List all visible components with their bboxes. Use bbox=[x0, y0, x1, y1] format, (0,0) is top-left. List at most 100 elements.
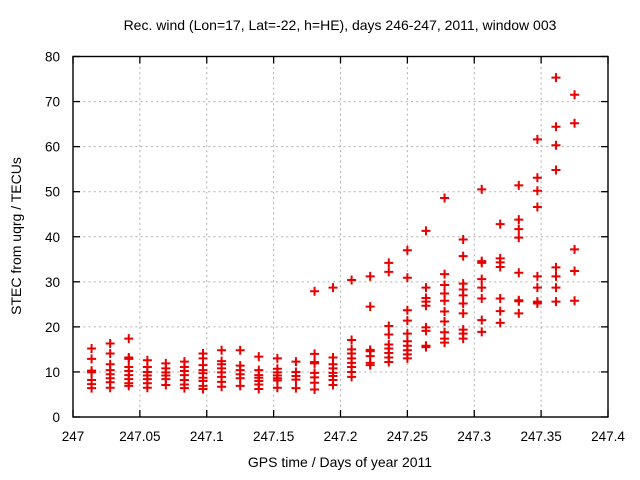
data-point-marker bbox=[87, 344, 97, 354]
data-point-marker bbox=[551, 297, 561, 307]
data-point-marker bbox=[347, 335, 357, 345]
data-point-marker bbox=[477, 184, 487, 194]
data-point-marker bbox=[514, 308, 524, 318]
data-point-marker bbox=[458, 251, 468, 261]
data-point-marker bbox=[272, 383, 282, 393]
data-point-marker bbox=[347, 372, 357, 382]
data-point-marker bbox=[458, 298, 468, 308]
data-point-marker bbox=[532, 298, 542, 308]
data-point-marker bbox=[384, 330, 394, 340]
data-point-marker bbox=[440, 280, 450, 290]
data-point-marker bbox=[514, 296, 524, 306]
data-point-marker bbox=[421, 342, 431, 352]
y-tick-label: 0 bbox=[52, 410, 60, 425]
data-point-marker bbox=[551, 271, 561, 281]
data-point-marker bbox=[551, 262, 561, 272]
data-point-marker bbox=[440, 316, 450, 326]
data-point-marker bbox=[402, 353, 412, 363]
data-point-marker bbox=[161, 380, 171, 390]
data-point-marker bbox=[402, 273, 412, 283]
data-point-marker bbox=[254, 352, 264, 362]
x-axis-title: GPS time / Days of year 2011 bbox=[248, 454, 432, 470]
data-point-marker bbox=[551, 122, 561, 132]
data-point-marker bbox=[514, 233, 524, 243]
data-point-marker bbox=[495, 306, 505, 316]
data-point-marker bbox=[570, 266, 580, 276]
data-point-marker bbox=[384, 321, 394, 331]
x-tick-label: 247 bbox=[62, 429, 85, 444]
x-tick-label: 247.05 bbox=[119, 429, 160, 444]
data-point-marker bbox=[235, 373, 245, 383]
y-tick-label: 10 bbox=[45, 365, 60, 380]
data-point-marker bbox=[458, 308, 468, 318]
data-point-marker bbox=[477, 274, 487, 284]
y-tick-label: 30 bbox=[45, 275, 60, 290]
data-point-marker bbox=[235, 345, 245, 355]
data-point-marker bbox=[235, 381, 245, 391]
data-point-marker bbox=[310, 385, 320, 395]
data-point-marker bbox=[365, 302, 375, 312]
data-point-marker bbox=[570, 244, 580, 254]
data-point-marker bbox=[495, 262, 505, 272]
data-point-marker bbox=[495, 219, 505, 229]
data-point-marker bbox=[402, 245, 412, 255]
data-point-marker bbox=[477, 293, 487, 303]
data-point-marker bbox=[477, 327, 487, 337]
data-point-marker bbox=[440, 307, 450, 317]
data-point-marker bbox=[532, 271, 542, 281]
data-point-marker bbox=[310, 358, 320, 368]
data-point-marker bbox=[551, 283, 561, 293]
data-point-marker bbox=[551, 165, 561, 175]
data-point-marker bbox=[124, 381, 134, 391]
data-point-marker bbox=[402, 305, 412, 315]
data-point-marker bbox=[328, 283, 338, 293]
data-point-marker bbox=[272, 353, 282, 363]
data-point-marker bbox=[105, 383, 115, 393]
data-point-marker bbox=[402, 329, 412, 339]
data-point-marker bbox=[291, 383, 301, 393]
y-tick-label: 50 bbox=[45, 185, 60, 200]
data-point-marker bbox=[87, 383, 97, 393]
data-point-marker bbox=[217, 345, 227, 355]
data-point-marker bbox=[291, 375, 301, 385]
data-point-marker bbox=[421, 283, 431, 293]
data-point-marker bbox=[440, 269, 450, 279]
plot-border bbox=[72, 55, 609, 418]
data-point-marker bbox=[87, 354, 97, 364]
data-point-marker bbox=[421, 226, 431, 236]
y-tick-label: 40 bbox=[45, 230, 60, 245]
data-point-marker bbox=[105, 348, 115, 358]
x-tick-label: 247.4 bbox=[591, 429, 625, 444]
data-point-marker bbox=[458, 234, 468, 244]
x-tick-label: 247.25 bbox=[387, 429, 428, 444]
data-point-marker bbox=[105, 339, 115, 349]
y-axis-title: STEC from uqrg / TECUs bbox=[8, 157, 24, 315]
data-point-marker bbox=[402, 316, 412, 326]
data-point-marker bbox=[440, 338, 450, 348]
y-tick-label: 20 bbox=[45, 320, 60, 335]
data-point-marker bbox=[477, 258, 487, 268]
data-point-marker bbox=[365, 271, 375, 281]
data-point-marker bbox=[328, 380, 338, 390]
data-point-marker bbox=[458, 334, 468, 344]
gridlines bbox=[73, 56, 608, 417]
data-point-marker bbox=[254, 384, 264, 394]
data-point-marker bbox=[440, 296, 450, 306]
data-point-marker bbox=[477, 283, 487, 293]
data-point-marker bbox=[551, 73, 561, 83]
data-point-marker bbox=[421, 326, 431, 336]
data-points bbox=[87, 73, 580, 395]
data-point-marker bbox=[384, 357, 394, 367]
data-point-marker bbox=[495, 318, 505, 328]
data-point-marker bbox=[570, 296, 580, 306]
data-point-marker bbox=[124, 334, 134, 344]
y-tick-label: 60 bbox=[45, 140, 60, 155]
plot-frame-and-ticks bbox=[72, 55, 609, 418]
data-point-marker bbox=[179, 383, 189, 393]
data-point-marker bbox=[217, 382, 227, 392]
x-tick-label: 247.3 bbox=[457, 429, 491, 444]
data-point-marker bbox=[198, 384, 208, 394]
data-point-marker bbox=[124, 354, 134, 364]
